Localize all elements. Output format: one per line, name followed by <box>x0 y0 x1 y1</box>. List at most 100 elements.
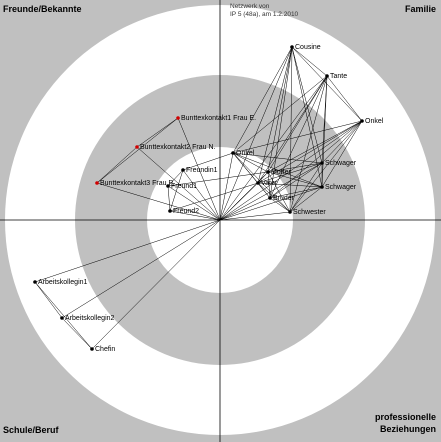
edge <box>219 152 234 221</box>
node-label: Schwager <box>325 160 357 167</box>
node-point <box>320 161 324 165</box>
edge <box>34 281 93 350</box>
edge <box>257 46 293 184</box>
node-label: Tante <box>330 73 347 80</box>
node-label: Chefin <box>95 346 115 353</box>
edge <box>169 182 259 212</box>
edge <box>269 186 323 199</box>
header-line: IP 5 (48a), am 1.2.2010 <box>230 11 299 18</box>
node-label: Bunttexkontakt1 Frau E. <box>181 115 256 122</box>
node-point <box>181 168 185 172</box>
edge <box>257 120 363 184</box>
node-label: Vater <box>261 180 278 187</box>
nodes: Cousine Tante Onkel Bunttexkontakt1 Frau E.… <box>33 44 384 353</box>
node-point <box>360 119 364 123</box>
edge <box>289 186 323 213</box>
edge <box>219 211 291 221</box>
edge <box>182 152 234 171</box>
edge <box>61 219 221 319</box>
edge <box>289 162 323 213</box>
node-point <box>60 316 64 320</box>
node-label: Freundin1 <box>186 167 218 174</box>
edge <box>267 162 323 173</box>
node-point <box>256 181 260 185</box>
edge <box>96 182 221 221</box>
edge <box>321 120 363 188</box>
edge <box>269 120 363 199</box>
edge <box>291 46 328 77</box>
node-point <box>325 74 329 78</box>
edge <box>167 169 184 187</box>
edge <box>219 197 271 221</box>
edge <box>291 46 323 164</box>
node-point <box>168 209 172 213</box>
node-label: Onkel <box>365 118 384 125</box>
edge <box>257 182 291 213</box>
node-label: Bruder <box>273 195 295 202</box>
edge <box>232 152 323 164</box>
node-point <box>288 210 292 214</box>
node-label: Cousine <box>295 44 321 51</box>
edges <box>34 46 363 350</box>
quadrant-label: Beziehungen <box>380 424 436 434</box>
edge <box>326 75 363 122</box>
edge <box>257 75 328 184</box>
edge <box>321 120 363 164</box>
edge <box>232 46 293 154</box>
node-point <box>90 347 94 351</box>
edge <box>167 185 171 212</box>
node-label: Onkel <box>236 150 255 157</box>
node-label: Freund2 <box>173 208 199 215</box>
edge <box>321 75 328 188</box>
edge <box>61 317 93 350</box>
edge <box>219 186 323 221</box>
quadrant-label: professionelle <box>375 412 436 422</box>
edge <box>269 46 293 199</box>
node-point <box>95 181 99 185</box>
edge <box>269 162 323 199</box>
node-point <box>166 184 170 188</box>
edge <box>257 182 271 199</box>
edge <box>219 120 363 221</box>
edge <box>169 169 184 212</box>
node-label: Arbeitskollegin1 <box>38 279 88 286</box>
edge <box>34 219 221 283</box>
node-label: Arbeitskollegin2 <box>65 315 115 322</box>
node-label: Bunttexkontakt3 Frau P. <box>100 180 174 187</box>
node-label: Schwager <box>325 184 357 191</box>
edge <box>232 152 269 173</box>
node-point <box>176 116 180 120</box>
edge <box>219 75 328 221</box>
edge <box>177 117 221 221</box>
edge <box>167 185 221 221</box>
edge <box>267 171 323 188</box>
edge <box>34 281 63 319</box>
node-point <box>266 170 270 174</box>
edge <box>167 171 269 187</box>
edge <box>96 146 138 184</box>
edge <box>267 46 293 173</box>
edge <box>136 117 179 148</box>
edge <box>232 152 323 188</box>
edge <box>269 197 291 213</box>
quadrant-label: Schule/Beruf <box>3 425 60 435</box>
node-point <box>231 151 235 155</box>
node-point <box>290 45 294 49</box>
edge <box>267 120 363 173</box>
edge <box>232 152 291 213</box>
node-label: Freund1 <box>171 183 197 190</box>
edge <box>232 75 328 154</box>
node-label: Bunttexkontakt2 Frau N. <box>140 144 216 151</box>
edge <box>219 182 259 221</box>
node-point <box>135 145 139 149</box>
edge <box>289 120 363 213</box>
node-label: Schwester <box>293 209 326 216</box>
node-point <box>33 280 37 284</box>
node-label: Mutter <box>271 169 292 176</box>
quadrant-label: Freunde/Bekannte <box>3 4 82 14</box>
edge <box>96 117 179 184</box>
edge <box>182 169 221 221</box>
edge <box>91 219 221 350</box>
edge <box>267 75 328 173</box>
